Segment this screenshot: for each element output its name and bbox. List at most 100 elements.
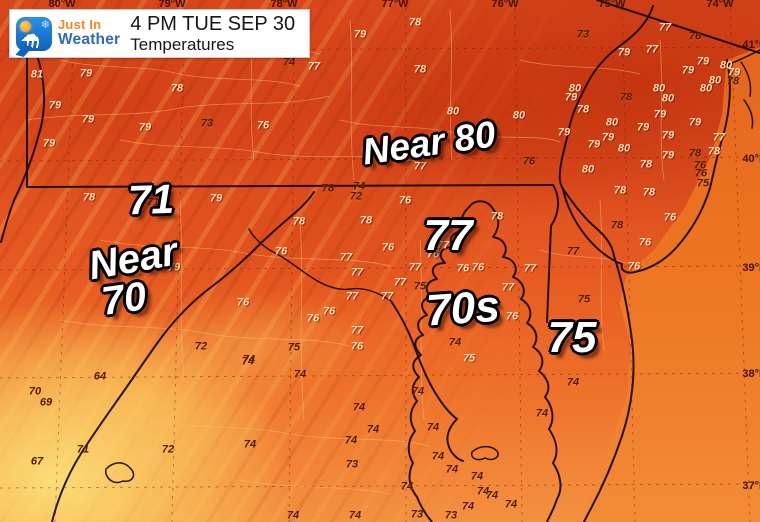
station-temp-value: 79	[661, 149, 675, 162]
station-temp-value: 78	[576, 103, 590, 116]
station-temp-value: 77	[501, 281, 515, 294]
map-title: 4 PM TUE SEP 30 Temperatures	[130, 13, 295, 54]
station-temp-value: 75	[413, 280, 427, 293]
station-temp-value: 76	[381, 241, 395, 254]
station-temp-value: 78	[292, 215, 306, 228]
delaware-river-border	[558, 5, 654, 190]
station-temp-value: 73	[576, 28, 590, 41]
station-temp-value: 80	[699, 82, 713, 95]
cloud-icon: ☁	[20, 23, 40, 46]
station-temp-value: 76	[663, 211, 677, 224]
station-temp-value: 76	[693, 159, 707, 172]
longitude-label: 78°W	[270, 0, 298, 10]
station-temp-value: 77	[350, 324, 364, 337]
station-temp-value: 77	[307, 60, 321, 73]
station-temp-value: 79	[661, 129, 675, 142]
station-temp-value: 75	[577, 293, 591, 306]
station-temp-value: 74	[352, 180, 366, 193]
station-temp-value: 74	[535, 407, 549, 420]
station-temp-value: 79	[688, 116, 702, 129]
station-temp-value: 78	[476, 138, 490, 151]
station-temp-value: 74	[242, 353, 256, 366]
station-temp-value: 76	[350, 340, 364, 353]
station-temp-value: 74	[243, 438, 257, 451]
station-temp-value: 78	[726, 75, 740, 88]
station-temp-value: 76	[322, 305, 336, 318]
station-temp-value: 77	[436, 239, 450, 252]
station-temp-value: 74	[470, 470, 484, 483]
station-temp-value: 77	[350, 266, 364, 279]
station-temp-value: 72	[161, 443, 175, 456]
station-temp-value: 75	[696, 177, 710, 190]
virginia-west-virginia-border	[51, 191, 315, 522]
rain-icon	[27, 40, 41, 48]
forecast-annotation: 71	[127, 175, 175, 224]
station-temp-value: 78	[619, 91, 633, 104]
station-temp-value: 74	[566, 376, 580, 389]
station-temp-value: 73	[345, 458, 359, 471]
station-temp-value: 69	[39, 396, 53, 409]
station-temp-value: 79	[696, 55, 710, 68]
station-temp-value: 80	[617, 142, 631, 155]
station-temp-value: 74	[485, 489, 499, 502]
station-temp-value: 78	[170, 82, 184, 95]
station-temp-value: 79	[42, 137, 56, 150]
delmarva-coastline	[562, 188, 635, 522]
station-temp-value: 73	[410, 508, 424, 521]
station-temp-value: 79	[653, 108, 667, 121]
station-temp-value: 77	[566, 245, 580, 258]
station-temp-value: 81	[30, 68, 44, 81]
station-temp-value: 74	[366, 423, 380, 436]
station-temp-value: 70	[28, 385, 42, 398]
station-temp-value: 73	[444, 509, 458, 522]
station-temp-value: 76	[306, 312, 320, 325]
station-temp-value: 74	[448, 336, 462, 349]
station-temp-value: 73	[200, 117, 214, 130]
station-temp-value: 76	[274, 245, 288, 258]
station-temp-value: 77	[523, 262, 537, 275]
station-temp-value: 71	[146, 196, 160, 209]
station-temp-value: 78	[413, 63, 427, 76]
station-temp-value: 76	[426, 248, 440, 261]
potomac-river	[390, 300, 464, 462]
station-temp-value: 80	[605, 116, 619, 129]
station-temp-value: 74	[445, 463, 459, 476]
station-temp-value: 77	[339, 251, 353, 264]
station-temp-value: 77	[658, 21, 672, 34]
longitude-label: 75°W	[598, 0, 626, 10]
longitude-label: 74°W	[706, 0, 734, 10]
longitude-label: 77°W	[381, 0, 409, 10]
station-temp-value: 80	[512, 109, 526, 122]
station-temp-value: 79	[81, 113, 95, 126]
station-temp-value: 75	[462, 352, 476, 365]
station-temp-value: 79	[601, 131, 615, 144]
station-temp-value: 77	[345, 290, 359, 303]
latitude-label: 40°N	[742, 153, 760, 165]
forecast-annotation: 70	[98, 274, 150, 324]
station-temp-value: 79	[636, 121, 650, 134]
title-datetime: 4 PM TUE SEP 30	[130, 12, 296, 35]
station-temp-value: 76	[688, 30, 702, 43]
station-temp-value: 79	[353, 28, 367, 41]
station-temp-value: 76	[505, 310, 519, 323]
latitude-label: 37°N	[742, 480, 760, 492]
weather-bubble-icon: ❄ ☁	[16, 16, 52, 51]
longitude-label: 80°W	[48, 0, 76, 10]
station-temp-value: 76	[256, 119, 270, 132]
station-temp-value: 76	[627, 260, 641, 273]
station-temp-value: 78	[82, 191, 96, 204]
station-temp-value: 76	[236, 296, 250, 309]
station-temp-value: 79	[681, 64, 695, 77]
station-temp-value: 76	[471, 261, 485, 274]
station-temp-value: 78	[610, 219, 624, 232]
station-temp-value: 80	[652, 82, 666, 95]
station-temp-value: 74	[476, 485, 490, 498]
station-temp-value: 77	[712, 131, 726, 144]
brand-line2: Weather	[58, 30, 121, 48]
snowflake-icon: ❄	[40, 18, 50, 31]
forecast-annotation: 77	[423, 211, 473, 261]
chesapeake-bay-west-shore	[407, 206, 470, 522]
station-temp-value: 79	[209, 192, 223, 205]
